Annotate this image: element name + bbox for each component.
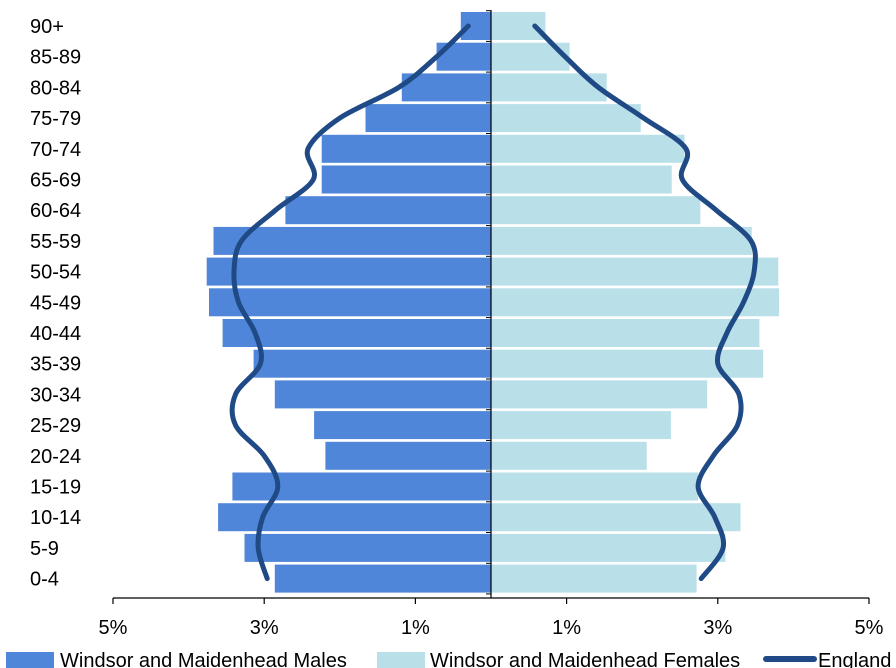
age-label-15-19: 15-19 [30,477,81,499]
legend-label-england: England [818,650,891,668]
age-label-75-79: 75-79 [30,108,81,130]
bar-female-20-24 [491,441,647,470]
legend-label-females: Windsor and Maidenhead Females [430,650,740,668]
england-line-females [532,23,758,582]
age-label-90+: 90+ [30,16,64,38]
bar-female-40-44 [491,319,760,347]
x-tick-label: 1% [552,617,581,639]
bar-male-75-79 [365,104,491,133]
bar-female-55-59 [491,226,752,255]
legend-label-males: Windsor and Maidenhead Males [60,650,347,668]
axes-layer [112,10,870,604]
age-label-5-9: 5-9 [30,538,59,560]
england-line-males [229,23,471,582]
x-tick-label: 3% [250,617,279,639]
bar-female-10-14 [491,503,741,532]
age-label-25-29: 25-29 [30,415,81,437]
age-label-45-49: 45-49 [30,292,81,314]
bar-male-50-54 [206,257,491,286]
bar-female-5-9 [491,533,726,562]
age-label-0-4: 0-4 [30,569,59,591]
age-label-40-44: 40-44 [30,323,81,345]
bar-male-55-59 [213,226,491,255]
age-label-20-24: 20-24 [30,446,81,468]
x-tick-label: 1% [401,617,430,639]
bar-male-70-74 [321,134,491,163]
age-label-35-39: 35-39 [30,354,81,376]
bar-female-65-69 [491,165,672,194]
bar-male-65-69 [321,165,491,194]
x-tick-label: 5% [855,617,884,639]
bar-male-45-49 [209,288,491,317]
bar-female-15-19 [491,472,699,501]
age-label-50-54: 50-54 [30,262,81,284]
bar-female-50-54 [491,257,779,286]
age-label-60-64: 60-64 [30,200,81,222]
legend-swatch-males [6,652,54,668]
age-label-85-89: 85-89 [30,47,81,69]
bar-male-25-29 [314,411,491,440]
bar-male-5-9 [244,533,491,562]
legend: Windsor and Maidenhead Males Windsor and… [6,650,891,668]
x-tick-label: 5% [99,617,128,639]
age-label-10-14: 10-14 [30,507,81,529]
bar-male-80-84 [401,73,491,102]
age-label-70-74: 70-74 [30,139,81,161]
x-axis-tick-labels: 5% 3% 1% 1% 3% 5% [99,617,884,639]
bar-female-30-34 [491,380,708,409]
age-label-65-69: 65-69 [30,170,81,192]
bar-male-35-39 [253,349,491,378]
bar-male-15-19 [232,472,491,501]
bar-male-40-44 [222,319,491,347]
age-label-30-34: 30-34 [30,384,81,406]
age-label-80-84: 80-84 [30,77,81,99]
age-label-55-59: 55-59 [30,231,81,253]
bar-female-45-49 [491,288,779,317]
legend-swatch-females [377,652,425,668]
bars-layer [206,12,779,593]
bar-female-60-64 [491,196,701,225]
age-group-labels: 0-4 5-9 10-14 15-19 20-24 25-29 30-34 35-39 40-4… [30,16,81,591]
england-line-layer [229,23,758,582]
bar-male-30-34 [274,380,491,409]
bar-female-70-74 [491,134,685,163]
bar-male-0-4 [274,564,491,593]
bar-female-75-79 [491,104,641,133]
bar-female-25-29 [491,411,671,440]
x-tick-label: 3% [703,617,732,639]
bar-male-20-24 [325,441,491,470]
bar-male-60-64 [285,196,491,225]
bar-female-0-4 [491,564,697,593]
